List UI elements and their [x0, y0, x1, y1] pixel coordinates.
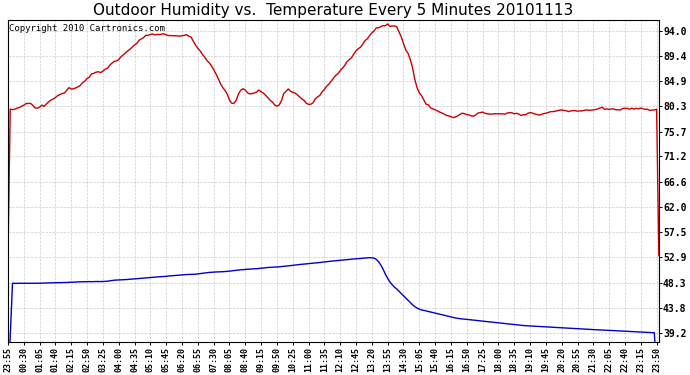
Text: Copyright 2010 Cartronics.com: Copyright 2010 Cartronics.com — [9, 24, 165, 33]
Title: Outdoor Humidity vs.  Temperature Every 5 Minutes 20101113: Outdoor Humidity vs. Temperature Every 5… — [93, 3, 573, 18]
